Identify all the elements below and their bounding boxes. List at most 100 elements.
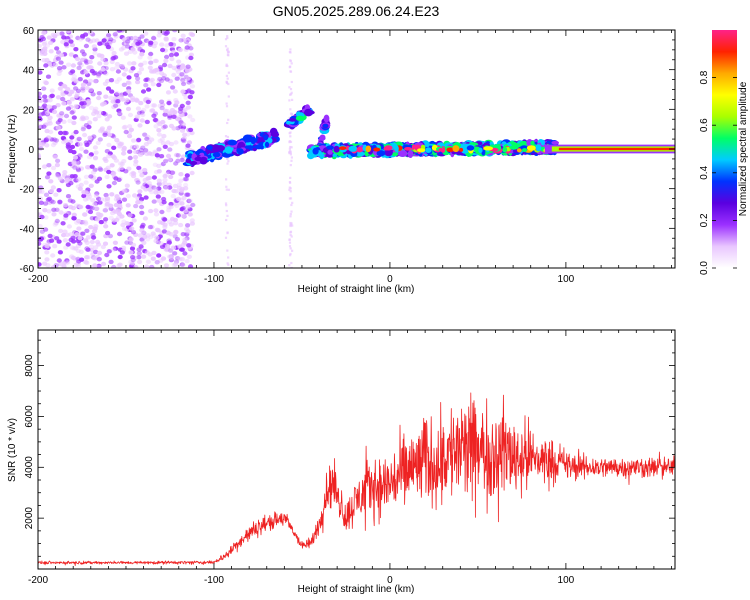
heatmap-cell [90, 198, 96, 203]
heatmap-cell [148, 265, 155, 268]
heatmap-cell [116, 77, 122, 82]
heatmap-cell [46, 196, 53, 201]
heatmap-cell [80, 82, 86, 88]
heatmap-cell [61, 83, 67, 89]
heatmap-cell [137, 169, 144, 174]
heatmap-cell [61, 173, 67, 178]
heatmap-cell [104, 149, 110, 154]
heatmap-cell [180, 232, 186, 237]
heatmap-cell [145, 134, 151, 140]
heatmap-cell [139, 173, 145, 178]
y-tick-label: 60 [23, 26, 35, 37]
heatmap-cell [84, 85, 90, 91]
heatmap-cell [83, 43, 89, 49]
heatmap-cell [190, 117, 196, 123]
heatmap-cell [88, 174, 94, 179]
heatmap-cell [121, 188, 127, 194]
heatmap-cell [289, 48, 292, 51]
heatmap-cell [176, 182, 182, 187]
heatmap-cell [138, 67, 145, 72]
heatmap-cell [65, 142, 71, 147]
heatmap-cell [122, 124, 128, 130]
heatmap-cell [92, 79, 98, 84]
heatmap-cell [227, 139, 238, 146]
heatmap-cell [113, 103, 119, 109]
heatmap-cell [45, 74, 52, 79]
heatmap-cell [391, 152, 399, 157]
heatmap-cell [145, 233, 151, 238]
heatmap-cell [172, 30, 178, 33]
heatmap-cell [125, 193, 131, 199]
heatmap-cell [161, 200, 167, 205]
heatmap-cell [62, 170, 68, 175]
heatmap-cell [73, 262, 79, 267]
heatmap-cell [143, 77, 149, 83]
heatmap-cell [160, 102, 166, 108]
colorbar-tick-label: 0.8 [699, 70, 710, 84]
heatmap-cell [170, 193, 176, 199]
spectrogram-y-axis-label: Frequency (Hz) [7, 115, 18, 184]
heatmap-cell [88, 152, 94, 157]
heatmap-cell [139, 204, 145, 210]
heatmap-cell [288, 241, 292, 244]
heatmap-cell [156, 78, 162, 84]
heatmap-cell [130, 230, 137, 235]
x-tick-label: 100 [558, 575, 575, 586]
heatmap-cell [133, 149, 139, 155]
heatmap-cell [226, 47, 229, 50]
heatmap-cell [185, 143, 191, 148]
heatmap-cell [123, 51, 130, 56]
heatmap-cell [253, 144, 264, 149]
heatmap-cell [42, 40, 48, 45]
heatmap-cell [42, 208, 48, 213]
heatmap-cell [69, 110, 75, 115]
heatmap-cell [59, 111, 65, 116]
heatmap-cell [121, 219, 127, 224]
heatmap-cell [156, 132, 162, 137]
heatmap-cell [52, 140, 58, 146]
heatmap-cell [124, 41, 130, 46]
heatmap-cell [68, 70, 74, 76]
heatmap-cell [45, 121, 51, 127]
heatmap-cell [44, 174, 51, 180]
heatmap-cell [69, 42, 75, 48]
heatmap-cell [170, 170, 176, 175]
heatmap-cell [111, 104, 117, 110]
heatmap-cell [105, 128, 111, 133]
heatmap-cell [289, 215, 292, 218]
heatmap-cell [180, 154, 187, 159]
heatmap-cell [295, 115, 305, 122]
heatmap-cell [180, 262, 186, 268]
heatmap-cell [54, 218, 60, 224]
heatmap-cell [116, 177, 122, 182]
heatmap-cell [66, 62, 72, 67]
heatmap-cell [187, 114, 193, 119]
heatmap-cell [167, 157, 173, 162]
heatmap-cell [225, 188, 228, 191]
heatmap-cell [164, 30, 170, 35]
heatmap-cell [38, 189, 43, 194]
heatmap-cell [42, 261, 48, 266]
heatmap-cell [156, 181, 162, 187]
heatmap-cell [39, 229, 45, 234]
heatmap-cell [117, 111, 123, 116]
heatmap-cell [136, 255, 142, 260]
heatmap-cell [185, 64, 191, 69]
heatmap-cell [50, 142, 57, 148]
heatmap-cell [172, 251, 178, 256]
heatmap-cell [88, 225, 94, 230]
x-tick-label: -100 [204, 274, 224, 285]
heatmap-cell [172, 183, 178, 189]
heatmap-cell [114, 137, 120, 143]
heatmap-cell [111, 134, 117, 139]
heatmap-cell [173, 52, 179, 57]
heatmap-cell [67, 118, 73, 124]
heatmap-cell [60, 92, 66, 97]
heatmap-cell [227, 50, 230, 53]
x-tick-label: 0 [387, 575, 393, 586]
heatmap-cell [94, 179, 100, 184]
heatmap-cell [58, 228, 64, 234]
heatmap-cell [77, 77, 83, 82]
heatmap-cell [226, 162, 229, 165]
heatmap-cell [69, 97, 75, 102]
